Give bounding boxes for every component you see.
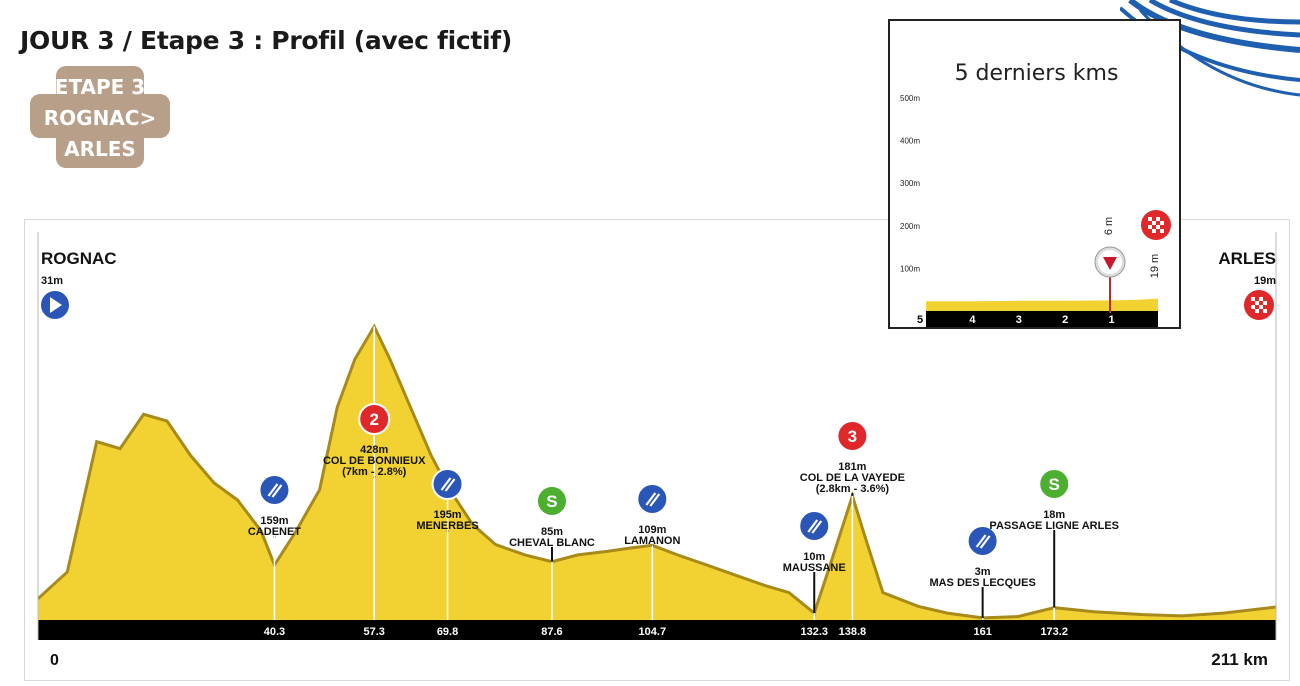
badge-line-stage: ETAPE 3 xyxy=(54,75,146,99)
finish-town-label: ARLES xyxy=(1218,249,1276,268)
inset-chart: 100m 200m 300m 400m 500m 5 4 3 2 1 6 m 19 m xyxy=(900,94,1171,327)
inset-km-label: 3 xyxy=(1016,314,1022,326)
waypoint-altitude: 85m xyxy=(541,526,563,538)
climb-category-icon: 3 xyxy=(836,420,869,452)
inset-y-tick: 100m xyxy=(900,264,920,273)
inset-finish-alt-label: 19 m xyxy=(1149,254,1161,278)
km-tick-label: 40.3 xyxy=(264,626,285,638)
waypoint-altitude: 159m xyxy=(260,515,288,527)
inset-y-tick: 400m xyxy=(900,137,920,146)
icon-badge-text: 2 xyxy=(369,410,378,429)
km-tick-label: 173.2 xyxy=(1040,626,1068,638)
stage-badge: ETAPE 3 ROGNAC> ARLES xyxy=(30,66,170,168)
blue-point-icon xyxy=(966,525,999,557)
inset-km-label: 2 xyxy=(1062,314,1068,326)
sprint-icon: S xyxy=(535,485,568,517)
finish-altitude-label: 19m xyxy=(1254,275,1276,287)
badge-line-finish: ARLES xyxy=(64,137,136,161)
waypoint-altitude: 18m xyxy=(1043,509,1065,521)
sprint-icon: S xyxy=(1038,468,1071,500)
inset-y-tick: 300m xyxy=(900,179,920,188)
km-tick-label: 138.8 xyxy=(839,626,867,638)
profile-frame xyxy=(24,219,1290,681)
terrain-area xyxy=(38,326,1276,620)
km-tick-label: 69.8 xyxy=(437,626,458,638)
waypoint-altitude: 109m xyxy=(638,524,666,536)
km-tick-label: 57.3 xyxy=(363,626,384,638)
waypoint-name: COL DE LA VAYEDE xyxy=(800,472,905,484)
waypoint-name: COL DE BONNIEUX xyxy=(323,455,426,467)
waypoint-altitude: 195m xyxy=(433,509,461,521)
play-icon xyxy=(39,289,71,321)
waypoint-altitude: 3m xyxy=(975,566,991,578)
blue-point-icon xyxy=(798,510,831,542)
climb-category-icon: 2 xyxy=(358,403,391,435)
inset-terrain-area xyxy=(926,298,1158,311)
inset-km-label: 5 xyxy=(917,314,923,326)
blue-point-icon xyxy=(636,483,669,515)
waypoint-name: LAMANON xyxy=(624,535,680,547)
icon-badge-text: S xyxy=(1049,475,1060,494)
km-tick-label: 104.7 xyxy=(639,626,667,638)
waypoint-altitude: 428m xyxy=(360,444,388,456)
waypoint-name: CHEVAL BLANC xyxy=(509,537,595,549)
waypoint-name: MAS DES LECQUES xyxy=(929,577,1035,589)
km-tick-label: 87.6 xyxy=(541,626,562,638)
end-km-label: 211 km xyxy=(1211,650,1268,669)
waypoint-detail: (2.8km - 3.6%) xyxy=(816,483,890,495)
icon-badge-text: 3 xyxy=(848,427,857,446)
checkered-flag-icon xyxy=(1244,290,1274,320)
icon-badge-text: S xyxy=(546,492,557,511)
waypoint-altitude: 10m xyxy=(803,551,825,563)
waypoint-altitude: 181m xyxy=(838,461,866,473)
blue-point-icon xyxy=(258,474,291,506)
waypoint-name: MENERBES xyxy=(416,520,478,532)
waypoint-detail: (7km - 2.8%) xyxy=(342,466,407,478)
terrain-ridge xyxy=(36,323,1277,620)
inset-km-label: 1 xyxy=(1109,314,1115,326)
inset-title: 5 derniers kms xyxy=(954,61,1119,86)
inset-km-bar xyxy=(926,311,1158,327)
badge-line-start: ROGNAC> xyxy=(43,106,157,130)
blue-point-icon xyxy=(431,468,464,500)
last-5km-inset: 5 derniers kms 100m 200m 300m 400m 500m 5 4 3 2… xyxy=(888,19,1181,329)
flamme-rouge-icon xyxy=(1094,246,1126,313)
start-town-label: ROGNAC xyxy=(41,249,117,268)
inset-km-label: 4 xyxy=(969,314,976,326)
inset-finish-flag-icon xyxy=(1141,210,1171,240)
start-altitude-label: 31m xyxy=(41,275,63,287)
page-title: JOUR 3 / Etape 3 : Profil (avec fictif) xyxy=(20,26,512,55)
inset-y-tick: 500m xyxy=(900,94,920,103)
flamme-rouge-label: 6 m xyxy=(1103,217,1115,235)
km-axis-bar xyxy=(38,620,1276,640)
start-km-label: 0 xyxy=(50,652,59,669)
km-tick-label: 161 xyxy=(973,626,991,638)
km-tick-label: 132.3 xyxy=(800,626,828,638)
waypoint-name: MAUSSANE xyxy=(783,562,846,574)
inset-y-tick: 200m xyxy=(900,222,920,231)
waypoint-name: PASSAGE LIGNE ARLES xyxy=(989,520,1119,532)
waypoint-name: CADENET xyxy=(248,526,301,538)
